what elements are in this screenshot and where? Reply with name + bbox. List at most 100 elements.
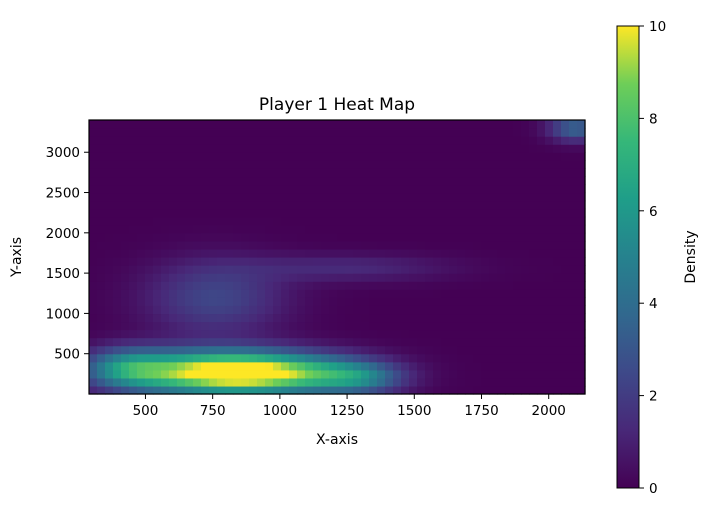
heatmap-cell xyxy=(577,232,586,242)
heatmap-cell xyxy=(353,200,362,210)
heatmap-cell xyxy=(465,176,474,186)
heatmap-cell xyxy=(145,248,154,258)
heatmap-cell xyxy=(417,257,426,266)
heatmap-cell xyxy=(193,160,202,169)
heatmap-cell xyxy=(553,184,562,194)
heatmap-cell xyxy=(329,385,338,395)
heatmap-cell xyxy=(209,120,218,129)
heatmap-cell xyxy=(177,361,186,371)
heatmap-cell xyxy=(433,305,442,315)
heatmap-cell xyxy=(193,192,202,202)
heatmap-cell xyxy=(281,329,290,339)
heatmap-cell xyxy=(257,160,266,169)
heatmap-cell xyxy=(465,369,474,379)
heatmap-cell xyxy=(265,152,274,161)
heatmap-cell xyxy=(521,281,530,290)
heatmap-cell xyxy=(457,200,466,210)
heatmap-cell xyxy=(433,120,442,129)
heatmap-cell xyxy=(289,216,298,226)
heatmap-cell xyxy=(449,377,458,387)
heatmap-cell xyxy=(209,361,218,371)
heatmap-cell xyxy=(577,329,586,339)
heatmap-cell xyxy=(265,192,274,202)
heatmap-cell xyxy=(345,200,354,210)
heatmap-cell xyxy=(97,232,106,242)
heatmap-cell xyxy=(353,297,362,306)
heatmap-cell xyxy=(113,353,122,363)
heatmap-cell xyxy=(553,216,562,226)
heatmap-cell xyxy=(113,273,122,282)
heatmap-cell xyxy=(145,200,154,210)
heatmap-cell xyxy=(337,176,346,186)
heatmap-cell xyxy=(145,265,154,274)
colorbar-tick-label: 0 xyxy=(649,481,658,497)
heatmap-cell xyxy=(561,240,570,250)
heatmap-cell xyxy=(513,176,522,186)
heatmap-cell xyxy=(441,361,450,371)
heatmap-cell xyxy=(553,176,562,186)
heatmap-cell xyxy=(97,345,106,355)
heatmap-cell xyxy=(505,345,514,355)
heatmap-cell xyxy=(433,369,442,379)
heatmap-cell xyxy=(321,313,330,323)
heatmap-cell xyxy=(161,329,170,339)
heatmap-cell xyxy=(225,200,234,210)
heatmap-cell xyxy=(241,369,250,379)
heatmap-cell xyxy=(329,176,338,186)
heatmap-cell xyxy=(217,120,226,129)
heatmap-cell xyxy=(289,120,298,129)
heatmap-cell xyxy=(401,257,410,266)
heatmap-cell xyxy=(425,297,434,306)
heatmap-cell xyxy=(169,385,178,395)
heatmap-cell xyxy=(513,329,522,339)
heatmap-cell xyxy=(145,224,154,234)
heatmap-cell xyxy=(129,329,138,339)
heatmap-cell xyxy=(265,144,274,153)
heatmap-cell xyxy=(377,128,386,137)
heatmap-cell xyxy=(217,160,226,169)
heatmap-cell xyxy=(353,248,362,258)
heatmap-cell xyxy=(425,200,434,210)
heatmap-cell xyxy=(481,176,490,186)
heatmap-cell xyxy=(497,257,506,266)
heatmap-cell xyxy=(193,281,202,290)
heatmap-cell xyxy=(113,168,122,178)
heatmap-cell xyxy=(225,369,234,379)
heatmap-cell xyxy=(425,337,434,347)
heatmap-cell xyxy=(457,273,466,282)
heatmap-cell xyxy=(233,240,242,250)
heatmap-cell xyxy=(457,257,466,266)
heatmap-cell xyxy=(209,345,218,355)
x-tick-label: 1750 xyxy=(464,403,498,419)
heatmap-cell xyxy=(241,361,250,371)
heatmap-cell xyxy=(457,144,466,153)
heatmap-cell xyxy=(233,128,242,137)
heatmap-cell xyxy=(193,289,202,298)
heatmap-cell xyxy=(289,128,298,137)
heatmap-cell xyxy=(537,321,546,331)
heatmap-cell xyxy=(521,192,530,202)
heatmap-cell xyxy=(329,265,338,274)
heatmap-cell xyxy=(97,305,106,315)
heatmap-cell xyxy=(337,273,346,282)
heatmap-cell xyxy=(409,353,418,363)
heatmap-cell xyxy=(129,144,138,153)
heatmap-cell xyxy=(457,345,466,355)
heatmap-cell xyxy=(297,160,306,169)
heatmap-cell xyxy=(321,329,330,339)
heatmap-cell xyxy=(129,361,138,371)
heatmap-cell xyxy=(217,289,226,298)
heatmap-cell xyxy=(249,176,258,186)
heatmap-cell xyxy=(289,184,298,194)
heatmap-cell xyxy=(465,128,474,137)
heatmap-cell xyxy=(129,345,138,355)
heatmap-cell xyxy=(497,369,506,379)
heatmap-cell xyxy=(473,273,482,282)
heatmap-cell xyxy=(561,337,570,347)
heatmap-cell xyxy=(321,232,330,242)
heatmap-cell xyxy=(113,176,122,186)
heatmap-cell xyxy=(177,224,186,234)
heatmap-cell xyxy=(401,216,410,226)
heatmap-cell xyxy=(457,321,466,331)
heatmap-cell xyxy=(185,289,194,298)
